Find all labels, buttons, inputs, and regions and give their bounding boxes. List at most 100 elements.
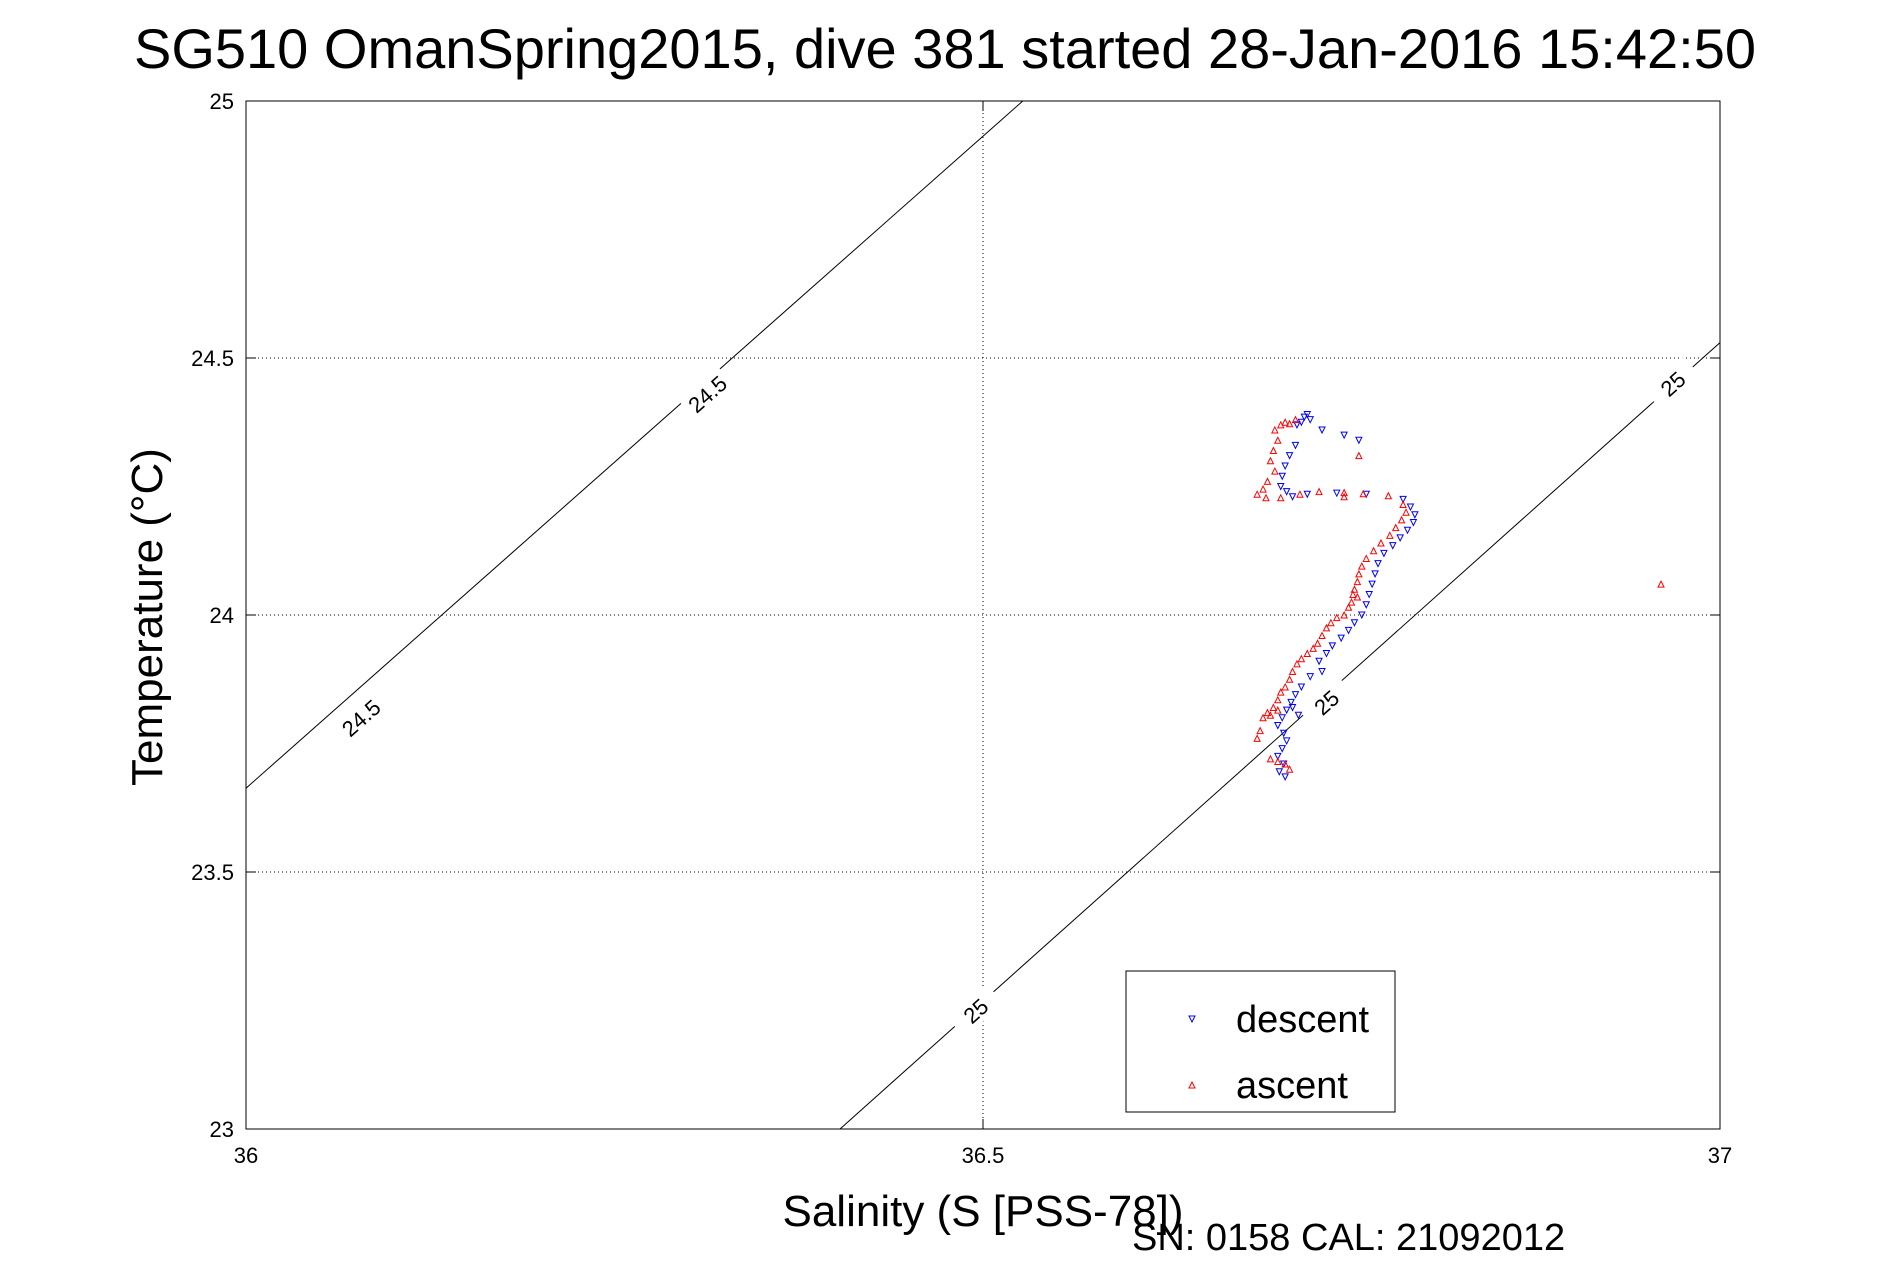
x-tick-label: 36 (234, 1143, 258, 1168)
ascent-point (1263, 708, 1272, 717)
descent-point (1409, 518, 1418, 527)
legend-box (1125, 970, 1396, 1113)
descent-point (1279, 760, 1288, 769)
descent-point (1318, 668, 1326, 676)
y-tick-label: 25 (210, 89, 234, 114)
ascent-point (1281, 682, 1289, 691)
ascent-point (1355, 451, 1363, 460)
data-points (1253, 411, 1665, 782)
ascent-point (1269, 446, 1278, 455)
ascent-point (1386, 531, 1394, 539)
ascent-point (1313, 639, 1322, 647)
ascent-point (1273, 695, 1282, 704)
ascent-point (1358, 562, 1366, 570)
ascent-series (1253, 415, 1665, 773)
ascent-point (1309, 644, 1317, 652)
descent-point (1276, 483, 1285, 491)
ascent-point (1273, 705, 1282, 714)
isopycnal-label-bg (332, 690, 390, 745)
descent-point (1278, 472, 1287, 481)
ascent-point (1263, 477, 1272, 485)
descent-point (1275, 768, 1284, 776)
descent-point (1285, 452, 1294, 460)
ascent-point (1285, 675, 1294, 683)
legend-label-descent: descent (1236, 999, 1370, 1041)
descent-point (1293, 421, 1301, 429)
x-axis-label: Salinity (S [PSS-78]) (782, 1187, 1183, 1236)
descent-point (1281, 462, 1289, 471)
descent-point (1371, 570, 1379, 578)
ascent-point (1288, 667, 1297, 676)
y-tick-label: 23 (210, 1117, 234, 1142)
descent-point (1411, 511, 1419, 519)
isopycnal-label-bg (947, 983, 1004, 1038)
ascent-point (1377, 538, 1385, 547)
descent-point (1288, 704, 1297, 712)
ascent-point (1327, 618, 1335, 627)
serial-calibration-note: SN: 0158 CAL: 21092012 (1132, 1217, 1565, 1259)
descent-point (1355, 436, 1363, 445)
ascent-point (1318, 631, 1326, 640)
ascent-point (1256, 726, 1264, 735)
ascent-point (1271, 466, 1279, 475)
descent-point (1396, 534, 1404, 543)
ascent-point (1266, 456, 1275, 465)
ascent-point (1397, 515, 1406, 524)
ascent-point (1269, 703, 1278, 712)
descent-point (1278, 714, 1287, 722)
descent-point (1297, 683, 1306, 692)
ascent-point (1296, 490, 1304, 498)
ascent-point (1369, 546, 1378, 555)
descent-point (1287, 698, 1295, 707)
descent-series (1273, 411, 1419, 782)
chart-title: SG510 OmanSpring2015, dive 381 started 2… (134, 17, 1756, 80)
descent-point (1288, 493, 1297, 501)
descent-point (1388, 542, 1397, 550)
ascent-point (1315, 487, 1323, 496)
descent-point (1403, 526, 1412, 535)
ascent-point (1273, 757, 1282, 765)
ascent-point (1350, 585, 1359, 593)
ascent-point (1340, 610, 1348, 619)
y-axis-label: Temperature (°C) (123, 448, 172, 786)
ascent-point (1391, 523, 1400, 532)
ascent-point (1384, 491, 1393, 500)
ascent-point (1355, 569, 1363, 578)
descent-point (1315, 657, 1323, 666)
ascent-point (1359, 489, 1368, 498)
descent-point (1318, 426, 1326, 435)
descent-point (1300, 413, 1309, 422)
descent-point (1350, 619, 1359, 627)
legend-marker-descent (1188, 1015, 1196, 1024)
y-tick-label: 24 (210, 603, 234, 628)
descent-point (1278, 745, 1287, 753)
descent-point (1358, 611, 1366, 620)
ascent-point (1271, 425, 1279, 434)
ascent-point (1293, 659, 1301, 668)
ascent-point (1291, 415, 1300, 424)
ascent-point (1253, 490, 1261, 498)
ascent-point (1285, 419, 1294, 428)
descent-point (1374, 560, 1382, 568)
ascent-point (1259, 713, 1267, 722)
x-tick-label: 36.5 (962, 1143, 1005, 1168)
descent-point (1303, 490, 1312, 499)
ascent-point (1262, 493, 1270, 502)
isopycnal-label-bg (1644, 356, 1701, 411)
ascent-point (1347, 598, 1356, 606)
ascent-point (1266, 754, 1275, 763)
ascent-point (1322, 623, 1331, 632)
ascent-point (1344, 603, 1353, 611)
grid-lines (246, 101, 1720, 1129)
y-axis-ticks: 23 23.5 24 24.5 25 (191, 89, 1720, 1142)
isopycnal-label-bg (1298, 675, 1355, 730)
ascent-point (1297, 654, 1306, 663)
ascent-point (1362, 554, 1371, 562)
descent-point (1281, 773, 1289, 782)
descent-point (1365, 590, 1373, 599)
isopycnal-line (245, 100, 1024, 789)
ascent-point (1340, 492, 1348, 501)
descent-point (1362, 601, 1371, 609)
ascent-point (1285, 765, 1294, 773)
ascent-point (1332, 613, 1341, 622)
